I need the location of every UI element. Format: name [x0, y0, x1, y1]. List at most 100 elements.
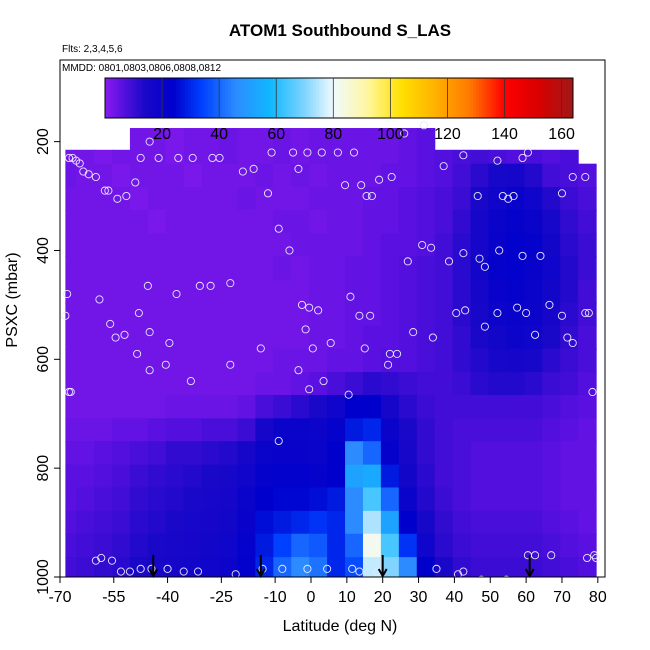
scatter-point [509, 191, 518, 201]
scatter-point [453, 570, 463, 577]
colorbar-swatch [498, 78, 503, 118]
heatmap-cell [327, 510, 346, 535]
heatmap-cell [542, 394, 561, 419]
heatmap-cell [65, 464, 77, 489]
colorbar-swatch [558, 78, 563, 118]
colorbar-swatch [296, 78, 300, 118]
heatmap-cell [452, 464, 472, 489]
heatmap-cell [416, 209, 436, 234]
heatmap-cell [273, 233, 292, 258]
heatmap-cell [255, 256, 274, 281]
heatmap-cell [183, 510, 203, 535]
heatmap-cell [237, 256, 257, 281]
heatmap-cell [488, 510, 507, 535]
colorbar-swatch [398, 78, 403, 118]
scatter-point [305, 303, 314, 312]
heatmap-cell [201, 348, 221, 373]
colorbar-swatch [261, 78, 266, 118]
colorbar-swatch [313, 78, 317, 118]
heatmap-cell [452, 187, 472, 212]
scatter-point [355, 567, 364, 576]
heatmap-cell [506, 163, 525, 188]
heatmap-cell [147, 394, 167, 419]
heatmap-cell [362, 394, 382, 419]
colorbar-swatch [438, 78, 443, 118]
colorbar-swatch [470, 78, 474, 118]
scatter-point [186, 377, 195, 386]
heatmap-cell [165, 510, 185, 535]
heatmap-cell [147, 187, 167, 212]
heatmap-cell [237, 510, 257, 535]
heatmap-cell [362, 510, 382, 535]
colorbar-tick-label: 120 [434, 126, 461, 143]
heatmap-cell [183, 348, 203, 373]
heatmap-cell [129, 418, 149, 443]
heatmap-cell [219, 256, 239, 281]
colorbar-swatch [267, 78, 272, 118]
heatmap-cell [542, 233, 561, 258]
heatmap-cell [506, 487, 525, 512]
heatmap-cell [219, 128, 239, 165]
heatmap-cell [488, 348, 507, 373]
heatmap-cell [76, 510, 95, 535]
heatmap-cell [542, 302, 561, 327]
heatmap-cell [488, 209, 507, 234]
heatmap-cell [65, 256, 77, 281]
heatmap-cell [380, 187, 400, 212]
scatter-point [317, 148, 326, 157]
heatmap-cell [291, 187, 310, 212]
heatmap-cell [398, 302, 418, 327]
heatmap-cell [524, 348, 543, 373]
colorbar-tick-label: 60 [267, 126, 285, 143]
heatmap-cell [345, 128, 364, 165]
x-tick-label: 20 [374, 589, 392, 606]
heatmap-cell [345, 279, 364, 304]
heatmap-cell [255, 233, 274, 258]
colorbar-swatch [316, 78, 320, 118]
scatter-point [444, 257, 454, 266]
heatmap-cell [327, 325, 346, 350]
heatmap-cell [578, 418, 597, 443]
colorbar-swatch [527, 78, 531, 118]
heatmap-cell [309, 372, 328, 397]
y-tick-label: 600 [35, 346, 52, 373]
heatmap-cell [201, 209, 221, 234]
heatmap-cell [578, 279, 597, 304]
heatmap-cell [76, 464, 95, 489]
heatmap-cell [362, 209, 382, 234]
scatter-point [362, 191, 371, 201]
heatmap-cell [273, 372, 292, 397]
heatmap-cell [524, 149, 543, 165]
colorbar-swatch [276, 78, 280, 118]
heatmap-cell [111, 325, 131, 350]
heatmap-cell [65, 302, 77, 327]
colorbar-swatch [287, 78, 291, 118]
heatmap-cell [380, 441, 400, 466]
colorbar-swatch [461, 78, 466, 118]
heatmap-cell [201, 163, 221, 188]
heatmap-cell [434, 418, 454, 443]
heatmap-cell [398, 279, 418, 304]
heatmap-cell [129, 487, 149, 512]
scatter-point [113, 194, 122, 203]
heatmap-cell [506, 302, 525, 327]
heatmap-cell [560, 187, 579, 212]
colorbar-swatch [244, 78, 249, 118]
heatmap-cell [273, 209, 292, 234]
heatmap-cell [327, 441, 346, 466]
heatmap-cell [416, 348, 436, 373]
colorbar-swatch [521, 78, 525, 118]
colorbar-swatch [133, 78, 137, 118]
heatmap-cell [345, 163, 364, 188]
heatmap-cell [506, 533, 525, 558]
heatmap-cell [578, 163, 597, 188]
heatmap-cell [255, 163, 274, 188]
x-axis-label: Latitude (deg N) [283, 618, 398, 635]
colorbar-swatch [210, 78, 214, 118]
heatmap-cell [416, 557, 436, 577]
scatter-point [301, 325, 310, 334]
heatmap-cell [416, 187, 436, 212]
heatmap-cell [309, 209, 328, 234]
colorbar-swatch [381, 78, 386, 118]
colorbar-swatch [324, 78, 329, 118]
